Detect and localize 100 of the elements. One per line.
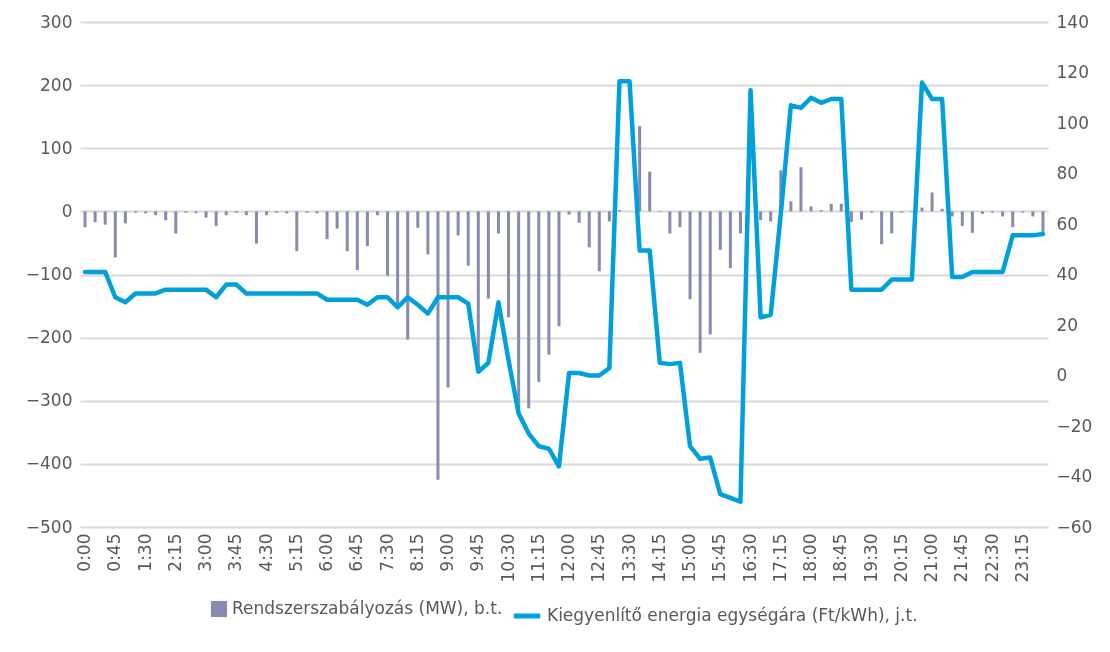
bar xyxy=(406,211,410,340)
y-tick-label: −500 xyxy=(25,516,73,537)
bar xyxy=(587,211,591,248)
x-tick-label: 19:30 xyxy=(860,533,881,583)
bar xyxy=(738,211,742,234)
line-series xyxy=(82,79,1046,504)
bar xyxy=(365,211,369,247)
bar xyxy=(335,211,339,229)
bar xyxy=(567,211,571,215)
bar xyxy=(1001,211,1005,217)
y2-tick-label: 60 xyxy=(1056,213,1079,234)
bar xyxy=(486,211,490,299)
x-tick-label: 14:15 xyxy=(648,533,669,583)
x-tick-label: 21:00 xyxy=(921,533,942,583)
y2-tick-label: −40 xyxy=(1056,466,1093,486)
y2-tick-label: 120 xyxy=(1056,62,1089,82)
x-tick-label: 10:30 xyxy=(497,533,518,583)
bar xyxy=(759,211,763,221)
y2-tick-label: −60 xyxy=(1056,516,1093,537)
bar xyxy=(839,203,843,212)
bar xyxy=(123,211,127,224)
bar xyxy=(597,211,601,272)
bar xyxy=(214,211,218,226)
x-tick-label: 15:00 xyxy=(679,533,700,583)
bar xyxy=(607,211,611,222)
bar xyxy=(890,211,894,234)
bar xyxy=(103,211,107,225)
x-tick-label: 3:00 xyxy=(195,533,216,572)
bar xyxy=(224,211,228,216)
x-tick-label: 1:30 xyxy=(134,533,155,572)
bar xyxy=(547,211,551,355)
bar xyxy=(496,211,500,234)
bar xyxy=(849,211,853,223)
bar xyxy=(688,211,692,300)
x-tick-label: 8:15 xyxy=(406,533,427,572)
bar xyxy=(950,211,954,217)
bar xyxy=(708,211,712,335)
bar xyxy=(416,211,420,228)
y2-tick-label: 80 xyxy=(1056,163,1079,183)
bar xyxy=(537,211,541,382)
y-tick-label: −300 xyxy=(25,390,73,411)
bar xyxy=(648,171,652,212)
bar xyxy=(1011,211,1015,228)
bar xyxy=(174,211,178,234)
y-tick-label: −200 xyxy=(25,327,73,348)
x-tick-label: 12:45 xyxy=(588,533,609,583)
x-tick-label: 9:45 xyxy=(467,533,488,572)
x-tick-label: 17:15 xyxy=(769,533,790,583)
legend-label: Rendszerszabályozás (MW), b.t. xyxy=(232,598,503,618)
x-tick-label: 3:45 xyxy=(225,533,246,572)
bar xyxy=(789,201,793,212)
y-tick-label: 200 xyxy=(40,74,73,95)
bar xyxy=(164,211,168,221)
bar xyxy=(355,211,359,271)
y-tick-label: 100 xyxy=(40,137,73,158)
bar xyxy=(446,211,450,388)
bar xyxy=(638,126,642,212)
bar xyxy=(668,211,672,234)
bar xyxy=(507,211,511,318)
x-tick-label: 7:30 xyxy=(376,533,397,572)
y2-tick-label: 20 xyxy=(1056,314,1079,335)
x-tick-label: 6:00 xyxy=(316,533,337,572)
bar xyxy=(769,211,773,222)
bar xyxy=(93,211,97,223)
bar xyxy=(859,211,863,220)
x-tick-label: 18:45 xyxy=(830,533,851,583)
bar xyxy=(325,211,329,240)
bar xyxy=(466,211,470,266)
bar xyxy=(154,211,158,216)
y2-tick-label: 40 xyxy=(1056,264,1079,284)
bar xyxy=(930,192,934,212)
x-tick-label: 16:30 xyxy=(739,533,760,583)
x-tick-label: 18:00 xyxy=(800,533,821,583)
y-tick-label: 300 xyxy=(40,11,73,32)
bar xyxy=(557,211,561,327)
bar xyxy=(980,211,984,214)
bar xyxy=(204,211,208,218)
bar xyxy=(375,211,379,216)
bar xyxy=(295,211,299,252)
x-tick-label: 15:45 xyxy=(709,533,730,583)
bar xyxy=(1031,211,1035,217)
bar xyxy=(426,211,430,255)
x-tick-label: 23:15 xyxy=(1011,533,1032,583)
x-tick-label: 20:15 xyxy=(890,533,911,583)
bar xyxy=(960,211,964,226)
bar xyxy=(436,211,440,480)
bar xyxy=(880,211,884,245)
bar xyxy=(396,211,400,307)
x-tick-label: 12:00 xyxy=(558,533,579,583)
y2-tick-label: 140 xyxy=(1056,11,1089,32)
bar xyxy=(698,211,702,353)
bar xyxy=(829,203,833,212)
x-tick-label: 6:45 xyxy=(346,533,367,572)
bar xyxy=(244,211,248,216)
bar xyxy=(577,211,581,223)
y2-tick-label: −20 xyxy=(1056,415,1093,436)
y-tick-label: 0 xyxy=(61,200,73,221)
bar xyxy=(809,206,813,212)
bar xyxy=(728,211,732,269)
x-tick-label: 13:30 xyxy=(618,533,639,583)
